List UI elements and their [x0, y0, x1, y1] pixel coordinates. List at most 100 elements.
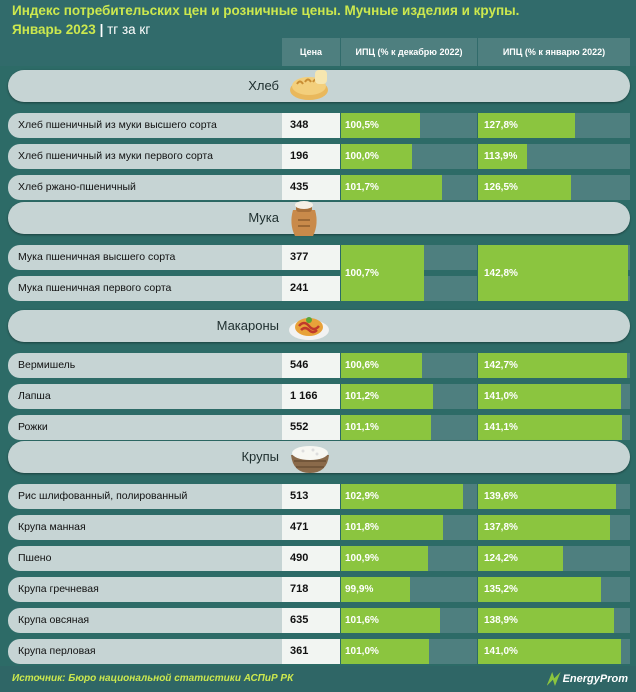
title-line1: Индекс потребительских цен и розничные ц… — [12, 3, 520, 18]
price-cell: 552 — [282, 415, 340, 440]
brand-logo: EnergyProm — [546, 672, 628, 686]
cpi-dec-bar — [341, 484, 463, 509]
cpi-jan-value: 142,8% — [484, 268, 518, 279]
price-cell: 513 — [282, 484, 340, 509]
cpi-jan-bar — [478, 639, 622, 664]
cpi-dec-bar — [341, 384, 433, 409]
row-label: Рожки — [8, 415, 308, 440]
cpi-dec-value: 102,9% — [345, 491, 379, 502]
cpi-dec-value: 101,6% — [345, 615, 379, 626]
brand-name: EnergyProm — [562, 672, 628, 685]
cpi-dec-bar — [341, 245, 424, 301]
cpi-jan-bar — [478, 608, 614, 633]
cpi-jan-value: 141,0% — [484, 646, 518, 657]
row-label: Мука пшеничная высшего сорта — [8, 245, 308, 270]
cpi-jan-bar — [478, 113, 576, 138]
row-label: Крупа перловая — [8, 639, 308, 664]
cpi-dec-bar — [341, 515, 444, 540]
table-row: Крупа манная 471 101,8% 137,8% — [8, 515, 630, 540]
section-title: Хлеб — [248, 78, 279, 93]
cpi-dec-bar — [341, 175, 442, 200]
table-row: Крупа овсяная 635 101,6% 138,9% — [8, 608, 630, 633]
cpi-dec-value: 100,9% — [345, 553, 379, 564]
price-cell: 718 — [282, 577, 340, 602]
row-label: Крупа манная — [8, 515, 308, 540]
price-cell: 490 — [282, 546, 340, 571]
row-label: Лапша — [8, 384, 308, 409]
cpi-dec-value: 101,0% — [345, 646, 379, 657]
cpi-jan-value: 127,8% — [484, 120, 518, 131]
column-header-cpi-dec: ИПЦ (% к декабрю 2022) — [341, 38, 477, 66]
column-header-cpi-jan: ИПЦ (% к январю 2022) — [478, 38, 630, 66]
table-row: Вермишель 546 100,6% 142,7% — [8, 353, 630, 378]
cpi-dec-value: 99,9% — [345, 584, 374, 595]
cpi-jan-value: 126,5% — [484, 182, 518, 193]
row-label: Хлеб ржано-пшеничный — [8, 175, 308, 200]
price-cell: 241 — [282, 276, 340, 301]
footer: Источник: Бюро национальной статистики А… — [0, 666, 636, 692]
cpi-jan-value: 138,9% — [484, 615, 518, 626]
table-row: Крупа гречневая 718 99,9% 135,2% — [8, 577, 630, 602]
cpi-dec-value: 101,7% — [345, 182, 379, 193]
cpi-jan-bar — [478, 415, 622, 440]
cpi-dec-value: 100,7% — [345, 268, 379, 279]
section-header-2: Мука — [8, 201, 630, 236]
row-label: Мука пшеничная первого сорта — [8, 276, 308, 301]
cpi-jan-value: 137,8% — [484, 522, 518, 533]
cpi-dec-value: 100,0% — [345, 151, 379, 162]
cpi-dec-bar — [341, 608, 440, 633]
merged-row: 100,7% 142,8% — [8, 245, 630, 301]
table-row: Рожки 552 101,1% 141,1% — [8, 415, 630, 440]
price-cell: 435 — [282, 175, 340, 200]
cpi-jan-value: 139,6% — [484, 491, 518, 502]
row-label: Хлеб пшеничный из муки первого сорта — [8, 144, 308, 169]
table-row: Рис шлифованный, полированный 513 102,9% 13… — [8, 484, 630, 509]
cpi-dec-value: 101,1% — [345, 422, 379, 433]
pasta-plate-icon — [287, 306, 331, 349]
section-title: Крупы — [241, 449, 279, 464]
bread-icon — [287, 66, 331, 109]
section-header-4: Крупы — [8, 441, 630, 473]
row-label: Рис шлифованный, полированный — [8, 484, 308, 509]
cpi-jan-bar — [478, 245, 628, 301]
table-row: Лапша 1 166 101,2% 141,0% — [8, 384, 630, 409]
section-header-1: Хлеб — [8, 70, 630, 102]
cpi-dec-value: 101,8% — [345, 522, 379, 533]
cpi-dec-bar — [341, 415, 432, 440]
cpi-dec-bar — [341, 577, 410, 602]
price-cell: 1 166 — [282, 384, 340, 409]
table-row: Хлеб пшеничный из муки высшего сорта 348 1… — [8, 113, 630, 138]
cpi-jan-bar — [478, 175, 571, 200]
section-header-3: Макароны — [8, 310, 630, 342]
cpi-jan-bar — [478, 577, 601, 602]
column-header-price: Цена — [282, 38, 340, 66]
cpi-dec-bar — [341, 353, 423, 378]
price-cell: 471 — [282, 515, 340, 540]
chart-body: Хлеб Хлеб пшеничный из муки высшего сорта… — [0, 66, 636, 666]
price-cell: 635 — [282, 608, 340, 633]
cpi-dec-bar — [341, 546, 428, 571]
cpi-dec-value: 101,2% — [345, 391, 379, 402]
cpi-jan-bar — [478, 515, 611, 540]
cpi-dec-bar — [341, 144, 412, 169]
unit-label: тг за кг — [107, 22, 151, 37]
row-label: Крупа гречневая — [8, 577, 308, 602]
price-cell: 546 — [282, 353, 340, 378]
cpi-jan-bar — [478, 384, 622, 409]
cpi-dec-value: 100,6% — [345, 360, 379, 371]
section-title: Мука — [248, 210, 279, 225]
flour-sack-icon — [287, 198, 321, 243]
table-row: Крупа перловая 361 101,0% 141,0% — [8, 639, 630, 664]
cpi-jan-value: 141,0% — [484, 391, 518, 402]
cpi-dec-bar — [341, 113, 421, 138]
price-cell: 361 — [282, 639, 340, 664]
energyprom-logo-icon — [546, 672, 561, 686]
row-label: Пшено — [8, 546, 308, 571]
price-cell: 377 — [282, 245, 340, 270]
cpi-dec-bar — [341, 639, 430, 664]
cpi-jan-bar — [478, 144, 527, 169]
title-line2: Январь 2023 — [12, 22, 96, 37]
cpi-jan-value: 113,9% — [484, 151, 518, 162]
table-row: Хлеб ржано-пшеничный 435 101,7% 126,5% — [8, 175, 630, 200]
cpi-jan-bar — [478, 546, 563, 571]
